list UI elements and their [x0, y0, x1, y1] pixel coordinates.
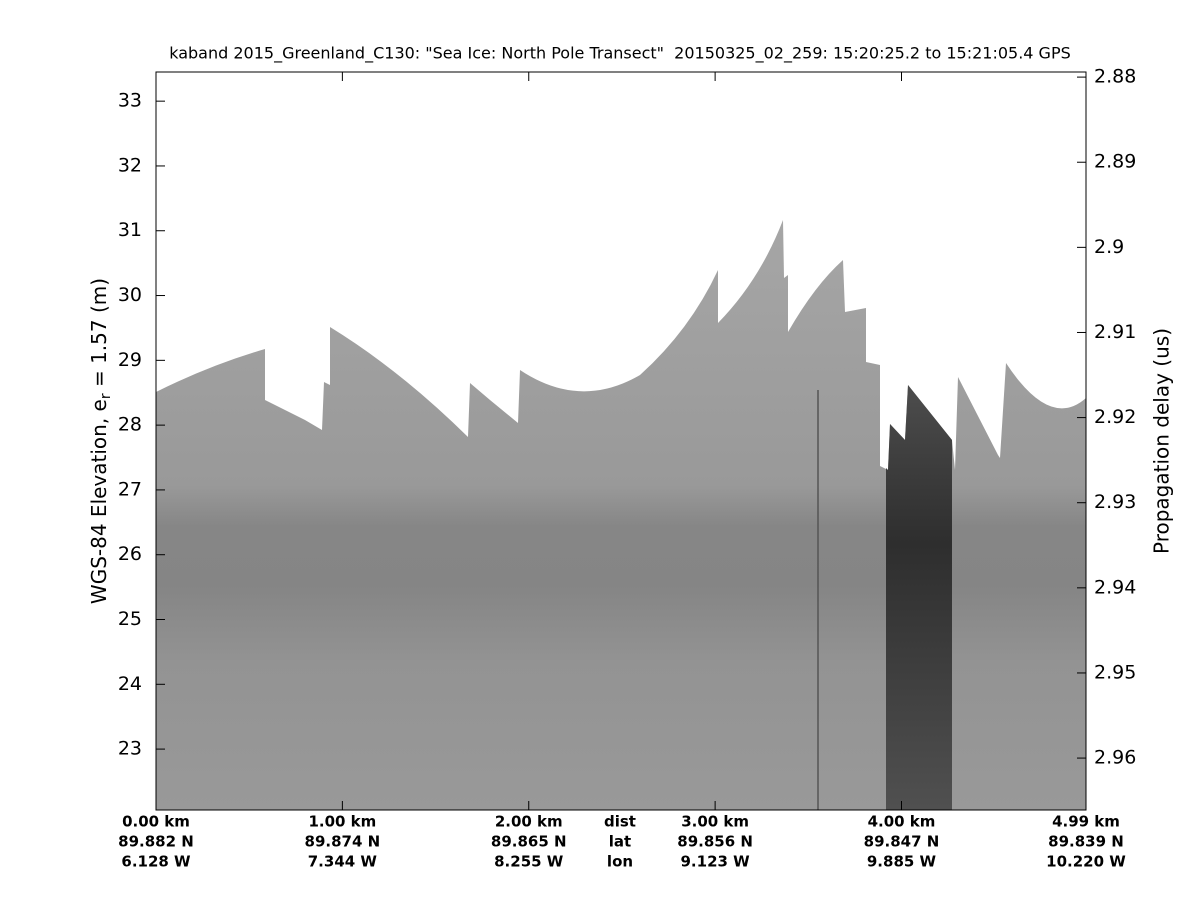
y-tick-label: 33 [118, 90, 142, 112]
y-axis-label-subscript: r [98, 393, 114, 399]
x-row-label: 89.847 N [864, 833, 940, 851]
y-tick-label: 32 [118, 154, 142, 176]
y-tick-label: 28 [118, 414, 142, 436]
x-row-label: 8.255 W [494, 853, 564, 871]
y-tick-label: 23 [118, 738, 142, 760]
x-row-label: 89.865 N [491, 833, 567, 851]
y2-tick-label: 2.89 [1094, 151, 1136, 173]
y-tick-label: 25 [118, 608, 142, 630]
x-row-label: 9.123 W [681, 853, 751, 871]
y2-tick-label: 2.96 [1094, 747, 1136, 769]
y2-tick-label: 2.9 [1094, 236, 1124, 258]
x-tick-label: 4.99 km [1052, 813, 1120, 831]
y-tick-label: 30 [118, 284, 142, 306]
x-row-name: lat [609, 833, 631, 851]
y-axis-label: WGS-84 Elevation, er = 1.57 (m) [87, 278, 115, 604]
x-row-name: lon [607, 853, 633, 871]
y-tick-label: 29 [118, 349, 142, 371]
echogram-dark-region [886, 385, 952, 810]
y2-tick-label: 2.92 [1094, 406, 1136, 428]
y-axis-label-part: WGS-84 Elevation, e [87, 399, 111, 604]
y-tick-label: 26 [118, 543, 142, 565]
y2-tick-label: 2.95 [1094, 661, 1136, 683]
y-tick-label: 31 [118, 219, 142, 241]
y-axis-label-part: = 1.57 (m) [87, 278, 111, 393]
y2-tick-label: 2.88 [1094, 66, 1136, 88]
x-row-label: 9.885 W [867, 853, 937, 871]
x-tick-label: 0.00 km [122, 813, 190, 831]
x-row-label: 89.874 N [305, 833, 381, 851]
y-tick-label: 24 [118, 673, 142, 695]
x-row-label: 89.839 N [1048, 833, 1124, 851]
x-tick-label: 1.00 km [308, 813, 376, 831]
x-tick-label: 4.00 km [868, 813, 936, 831]
x-tick-label: 3.00 km [681, 813, 749, 831]
x-row-label: 7.344 W [308, 853, 378, 871]
y2-tick-label: 2.94 [1094, 576, 1136, 598]
x-row-label: 6.128 W [121, 853, 191, 871]
chart-title: kaband 2015_Greenland_C130: "Sea Ice: No… [169, 44, 1071, 64]
x-row-label: 89.856 N [677, 833, 753, 851]
y2-tick-label: 2.91 [1094, 321, 1136, 343]
echogram [156, 220, 1086, 810]
x-row-label: 89.882 N [118, 833, 194, 851]
x-row-label: 10.220 W [1046, 853, 1126, 871]
y2-tick-label: 2.93 [1094, 491, 1136, 513]
plot-frame [155, 71, 1087, 811]
x-tick-label: 2.00 km [495, 813, 563, 831]
y-tick-label: 27 [118, 478, 142, 500]
y2-axis-label: Propagation delay (us) [1150, 328, 1174, 554]
x-row-name: dist [604, 813, 636, 831]
